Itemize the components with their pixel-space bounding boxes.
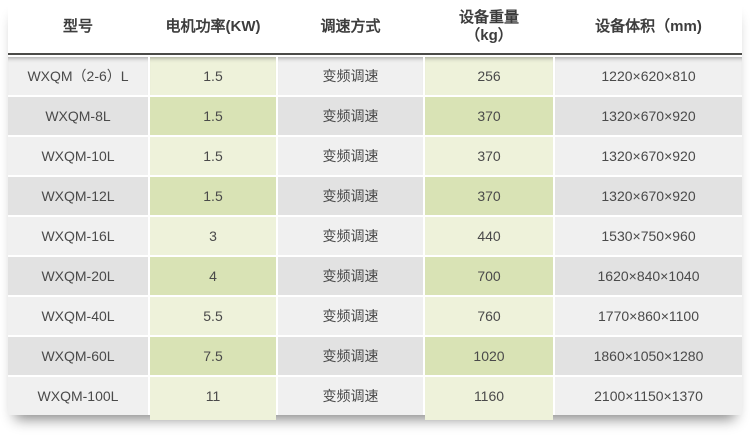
power-cell: 1.5 bbox=[150, 137, 276, 175]
speed-mode-cell: 变频调速 bbox=[278, 297, 423, 335]
speed-mode-cell: 变频调速 bbox=[278, 257, 423, 295]
col-header-volume-label: 设备体积（mm) bbox=[595, 17, 702, 35]
volume-cell: 1860×1050×1280 bbox=[555, 337, 742, 375]
model-cell: WXQM（2-6）L bbox=[8, 57, 148, 95]
volume-cell: 1620×840×1040 bbox=[555, 257, 742, 295]
col-header-model-label: 型号 bbox=[62, 17, 93, 35]
power-cell: 11 bbox=[150, 377, 276, 415]
weight-cell: 1020 bbox=[425, 337, 553, 375]
model-cell: WXQM-16L bbox=[8, 217, 148, 255]
weight-cell: 370 bbox=[425, 177, 553, 215]
table-row: WXQM（2-6）L 1.5 变频调速 256 1220×620×810 bbox=[8, 57, 742, 95]
spec-table: 型号 电机功率(KW) 调速方式 设备重量 （kg） 设备体积（mm) WXQM… bbox=[8, 0, 742, 420]
power-cell: 3 bbox=[150, 217, 276, 255]
col-header-power-label: 电机功率(KW) bbox=[165, 17, 261, 35]
power-cell: 7.5 bbox=[150, 337, 276, 375]
col-header-volume: 设备体积（mm) bbox=[555, 18, 742, 35]
volume-cell: 1530×750×960 bbox=[555, 217, 742, 255]
speed-mode-cell: 变频调速 bbox=[278, 217, 423, 255]
volume-cell: 2100×1150×1370 bbox=[555, 377, 742, 415]
speed-mode-cell: 变频调速 bbox=[278, 57, 423, 95]
weight-cell: 370 bbox=[425, 137, 553, 175]
weight-cell: 440 bbox=[425, 217, 553, 255]
col-header-weight-unit: （kg） bbox=[465, 26, 513, 44]
table-row: WXQM-10L 1.5 变频调速 370 1320×670×920 bbox=[8, 137, 742, 175]
model-cell: WXQM-40L bbox=[8, 297, 148, 335]
model-cell: WXQM-10L bbox=[8, 137, 148, 175]
table-row: WXQM-40L 5.5 变频调速 760 1770×860×1100 bbox=[8, 297, 742, 335]
speed-mode-cell: 变频调速 bbox=[278, 377, 423, 415]
volume-cell: 1320×670×920 bbox=[555, 177, 742, 215]
power-cell: 1.5 bbox=[150, 177, 276, 215]
col-header-power: 电机功率(KW) bbox=[150, 18, 276, 35]
weight-cell: 700 bbox=[425, 257, 553, 295]
power-column-extension bbox=[150, 415, 276, 420]
power-cell: 4 bbox=[150, 257, 276, 295]
weight-cell: 370 bbox=[425, 97, 553, 135]
volume-cell: 1770×860×1100 bbox=[555, 297, 742, 335]
table-row: WXQM-100L 11 变频调速 1160 2100×1150×1370 bbox=[8, 377, 742, 415]
model-cell: WXQM-12L bbox=[8, 177, 148, 215]
volume-cell: 1220×620×810 bbox=[555, 57, 742, 95]
col-header-speed-mode-label: 调速方式 bbox=[320, 17, 381, 35]
table-row: WXQM-16L 3 变频调速 440 1530×750×960 bbox=[8, 217, 742, 255]
model-cell: WXQM-60L bbox=[8, 337, 148, 375]
volume-cell: 1320×670×920 bbox=[555, 137, 742, 175]
table-header: 型号 电机功率(KW) 调速方式 设备重量 （kg） 设备体积（mm) bbox=[8, 0, 742, 55]
model-cell: WXQM-100L bbox=[8, 377, 148, 415]
volume-cell: 1320×670×920 bbox=[555, 97, 742, 135]
col-header-weight: 设备重量 （kg） bbox=[425, 9, 553, 44]
table-row: WXQM-8L 1.5 变频调速 370 1320×670×920 bbox=[8, 97, 742, 135]
table-row: WXQM-12L 1.5 变频调速 370 1320×670×920 bbox=[8, 177, 742, 215]
speed-mode-cell: 变频调速 bbox=[278, 137, 423, 175]
power-cell: 1.5 bbox=[150, 57, 276, 95]
speed-mode-cell: 变频调速 bbox=[278, 337, 423, 375]
power-cell: 5.5 bbox=[150, 297, 276, 335]
power-cell: 1.5 bbox=[150, 97, 276, 135]
weight-cell: 760 bbox=[425, 297, 553, 335]
table-row: WXQM-20L 4 变频调速 700 1620×840×1040 bbox=[8, 257, 742, 295]
col-header-model: 型号 bbox=[8, 18, 148, 35]
table-row: WXQM-60L 7.5 变频调速 1020 1860×1050×1280 bbox=[8, 337, 742, 375]
col-header-speed-mode: 调速方式 bbox=[278, 18, 423, 35]
speed-mode-cell: 变频调速 bbox=[278, 177, 423, 215]
table-body: WXQM（2-6）L 1.5 变频调速 256 1220×620×810 WXQM-8L 1… bbox=[8, 55, 742, 415]
weight-cell: 256 bbox=[425, 57, 553, 95]
col-header-weight-label: 设备重量 bbox=[458, 9, 519, 27]
weight-cell: 1160 bbox=[425, 377, 553, 415]
weight-column-extension bbox=[425, 415, 553, 420]
speed-mode-cell: 变频调速 bbox=[278, 97, 423, 135]
model-cell: WXQM-20L bbox=[8, 257, 148, 295]
model-cell: WXQM-8L bbox=[8, 97, 148, 135]
